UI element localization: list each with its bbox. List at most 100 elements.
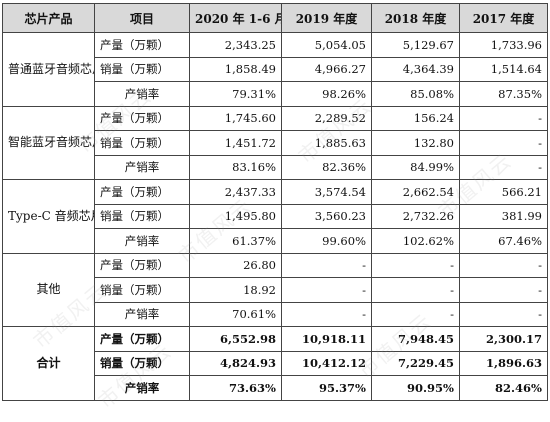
- table-row: 产销率 83.16% 82.36% 84.99% -: [3, 154, 548, 180]
- value-cell: 102.62%: [371, 228, 460, 254]
- value-cell: -: [459, 154, 548, 180]
- table-row: 销量（万颗） 18.92- - -: [3, 277, 548, 303]
- value-cell: 61.37%: [189, 228, 282, 254]
- item-cell: 产量（万颗）: [94, 326, 190, 352]
- value-cell: 85.08%: [371, 81, 460, 107]
- value-cell: 3,574.54: [281, 179, 372, 205]
- table-row: 销量（万颗） 1,858.49 4,966.27 4,364.39 1,514.64: [3, 56, 548, 82]
- value-cell: 2,437.33: [189, 179, 282, 205]
- value-cell: 83.16%: [189, 154, 282, 180]
- value-cell: 67.46%: [459, 228, 548, 254]
- group-name-cell: 合计: [2, 326, 95, 401]
- item-cell: 销量（万颗）: [94, 203, 190, 229]
- value-cell: -: [371, 252, 460, 278]
- value-cell: 4,364.39: [371, 56, 460, 82]
- value-cell: 3,560.23: [281, 203, 372, 229]
- value-cell: 2,300.17: [459, 326, 548, 352]
- table-row: 产销率 79.31% 98.26% 85.08% 87.35%: [3, 81, 548, 107]
- value-cell: 1,495.80: [189, 203, 282, 229]
- production-sales-table: 芯片产品 项目 2020 年 1-6 月 2019 年度 2018 年度 201…: [2, 3, 548, 401]
- item-cell: 产量（万颗）: [94, 179, 190, 205]
- value-cell: 132.80: [371, 130, 460, 156]
- value-cell: -: [459, 301, 548, 327]
- table-row: 普通蓝牙音频芯片 产量（万颗） 2,343.25 5,054.05 5,129.67 1,…: [2, 32, 548, 107]
- header-2020h1: 2020 年 1-6 月: [189, 3, 282, 33]
- value-cell: -: [459, 130, 548, 156]
- table-body: 普通蓝牙音频芯片 产量（万颗） 2,343.25 5,054.05 5,129.67 1,…: [2, 32, 548, 401]
- value-cell: -: [281, 252, 372, 278]
- table-row: 销量（万颗） 1,451.72 1,885.63 132.80-: [3, 130, 548, 156]
- item-cell: 销量（万颗）: [94, 350, 190, 376]
- value-cell: 1,451.72: [189, 130, 282, 156]
- table-row: 智能蓝牙音频芯片 产量（万颗） 1,745.60 2,289.52 156.24-: [2, 105, 548, 180]
- value-cell: 1,885.63: [281, 130, 372, 156]
- table-row: 合计 产量（万颗） 6,552.98 10,918.11 7,948.45 2,300.1…: [2, 326, 548, 401]
- value-cell: -: [281, 277, 372, 303]
- group-name-cell: 其他: [2, 252, 95, 327]
- group-name-cell: 智能蓝牙音频芯片: [2, 105, 95, 180]
- item-cell: 产量（万颗）: [94, 105, 190, 131]
- value-cell: -: [371, 277, 460, 303]
- value-cell: 26.80: [189, 252, 282, 278]
- value-cell: 70.61%: [189, 301, 282, 327]
- value-cell: -: [459, 105, 548, 131]
- value-cell: 156.24: [371, 105, 460, 131]
- value-cell: 5,054.05: [281, 32, 372, 58]
- item-cell: 产销率: [94, 375, 190, 401]
- item-cell: 销量（万颗）: [94, 130, 190, 156]
- value-cell: 10,918.11: [281, 326, 372, 352]
- value-cell: 90.95%: [371, 375, 460, 401]
- header-2017: 2017 年度: [459, 3, 548, 33]
- value-cell: 1,733.96: [459, 32, 548, 58]
- item-cell: 销量（万颗）: [94, 56, 190, 82]
- item-cell: 销量（万颗）: [94, 277, 190, 303]
- header-2019: 2019 年度: [281, 3, 372, 33]
- item-cell: 产销率: [94, 154, 190, 180]
- value-cell: 73.63%: [189, 375, 282, 401]
- value-cell: -: [459, 252, 548, 278]
- value-cell: 2,732.26: [371, 203, 460, 229]
- value-cell: -: [459, 277, 548, 303]
- group-name-cell: 普通蓝牙音频芯片: [2, 32, 95, 107]
- header-row: 芯片产品 项目 2020 年 1-6 月 2019 年度 2018 年度 201…: [2, 3, 548, 33]
- table-row: 产销率 70.61% - - -: [3, 301, 548, 327]
- value-cell: 87.35%: [459, 81, 548, 107]
- value-cell: 1,858.49: [189, 56, 282, 82]
- value-cell: 82.36%: [281, 154, 372, 180]
- table-row: Type-C 音频芯片 产量（万颗） 2,437.33 3,574.54 2,662.5…: [2, 179, 548, 254]
- value-cell: 5,129.67: [371, 32, 460, 58]
- value-cell: 2,343.25: [189, 32, 282, 58]
- group-name-cell: Type-C 音频芯片: [2, 179, 95, 254]
- value-cell: 79.31%: [189, 81, 282, 107]
- table-row: 其他 产量（万颗） 26.80- - -: [2, 252, 548, 327]
- item-cell: 产量（万颗）: [94, 32, 190, 58]
- value-cell: 84.99%: [371, 154, 460, 180]
- table-row: 产销率 61.37% 99.60% 102.62% 67.46%: [3, 228, 548, 254]
- value-cell: 1,514.64: [459, 56, 548, 82]
- item-cell: 产量（万颗）: [94, 252, 190, 278]
- value-cell: 98.26%: [281, 81, 372, 107]
- value-cell: 1,745.60: [189, 105, 282, 131]
- item-cell: 产销率: [94, 228, 190, 254]
- value-cell: 95.37%: [281, 375, 372, 401]
- header-item: 项目: [94, 3, 190, 33]
- item-cell: 产销率: [94, 81, 190, 107]
- item-cell: 产销率: [94, 301, 190, 327]
- value-cell: 2,662.54: [371, 179, 460, 205]
- table-row: 销量（万颗） 1,495.80 3,560.23 2,732.26 381.99: [3, 203, 548, 229]
- value-cell: -: [281, 301, 372, 327]
- value-cell: 4,824.93: [189, 350, 282, 376]
- value-cell: 4,966.27: [281, 56, 372, 82]
- header-chip-product: 芯片产品: [2, 3, 95, 33]
- header-2018: 2018 年度: [371, 3, 460, 33]
- value-cell: 7,948.45: [371, 326, 460, 352]
- value-cell: 6,552.98: [189, 326, 282, 352]
- table-row: 产销率 73.63% 95.37% 90.95% 82.46%: [3, 375, 548, 401]
- value-cell: 7,229.45: [371, 350, 460, 376]
- value-cell: 381.99: [459, 203, 548, 229]
- value-cell: 82.46%: [459, 375, 548, 401]
- value-cell: 99.60%: [281, 228, 372, 254]
- value-cell: 1,896.63: [459, 350, 548, 376]
- value-cell: 10,412.12: [281, 350, 372, 376]
